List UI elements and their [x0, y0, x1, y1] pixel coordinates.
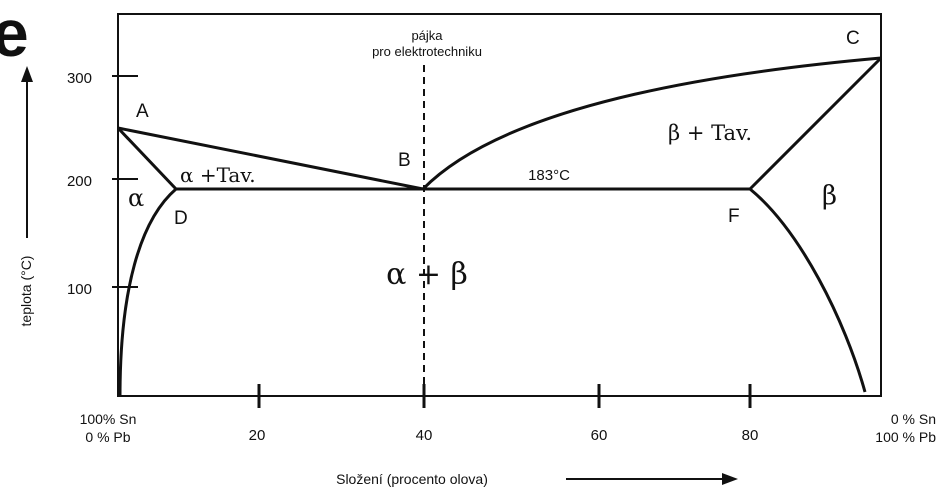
point-a-label: A [136, 101, 149, 122]
x-axis-title: Složení (procento olova) [336, 471, 488, 487]
solder-label-line2: pro elektrotechniku [372, 44, 482, 59]
x-right-end-line1: 0 % Sn [891, 411, 936, 427]
region-alpha-beta-label: α + β [386, 257, 468, 292]
y-tick-label-200: 200 [67, 173, 92, 190]
eutectic-temperature-label: 183°C [528, 167, 570, 184]
y-tick-label-300: 300 [67, 70, 92, 87]
header-fragment: e [0, 0, 29, 70]
point-b-label: B [398, 150, 411, 171]
point-f-label: F [728, 206, 740, 227]
x-right-end-line2: 100 % Pb [875, 429, 936, 445]
region-beta-liquid-label: β + Tav. [668, 121, 752, 145]
y-axis-title: teplota (°C) [18, 256, 34, 327]
solvus-alpha [118, 187, 177, 397]
x-axis-arrow-head [722, 473, 738, 485]
liquidus-a-b [117, 126, 424, 191]
point-d-label: D [174, 208, 188, 229]
point-c-label: C [846, 28, 860, 49]
region-alpha-liquid-label: α +Tav. [180, 163, 256, 187]
x-left-end-line1: 100% Sn [80, 411, 137, 427]
region-alpha-label: α [128, 184, 144, 212]
y-tick-label-100: 100 [67, 281, 92, 298]
region-beta-label: β [822, 181, 837, 211]
x-tick-label-40: 40 [416, 427, 433, 444]
x-tick-label-60: 60 [591, 427, 608, 444]
x-left-end-line2: 0 % Pb [85, 429, 130, 445]
x-tick-label-80: 80 [742, 427, 759, 444]
solvus-beta [749, 187, 867, 393]
plot-frame [117, 13, 882, 397]
solidus-c-f [748, 56, 883, 191]
solidus-a-d [116, 126, 178, 191]
solder-label-line1: pájka [411, 28, 443, 43]
y-axis-arrow-head [21, 66, 33, 82]
liquidus-b-c [421, 56, 882, 191]
x-tick-label-20: 20 [249, 427, 266, 444]
